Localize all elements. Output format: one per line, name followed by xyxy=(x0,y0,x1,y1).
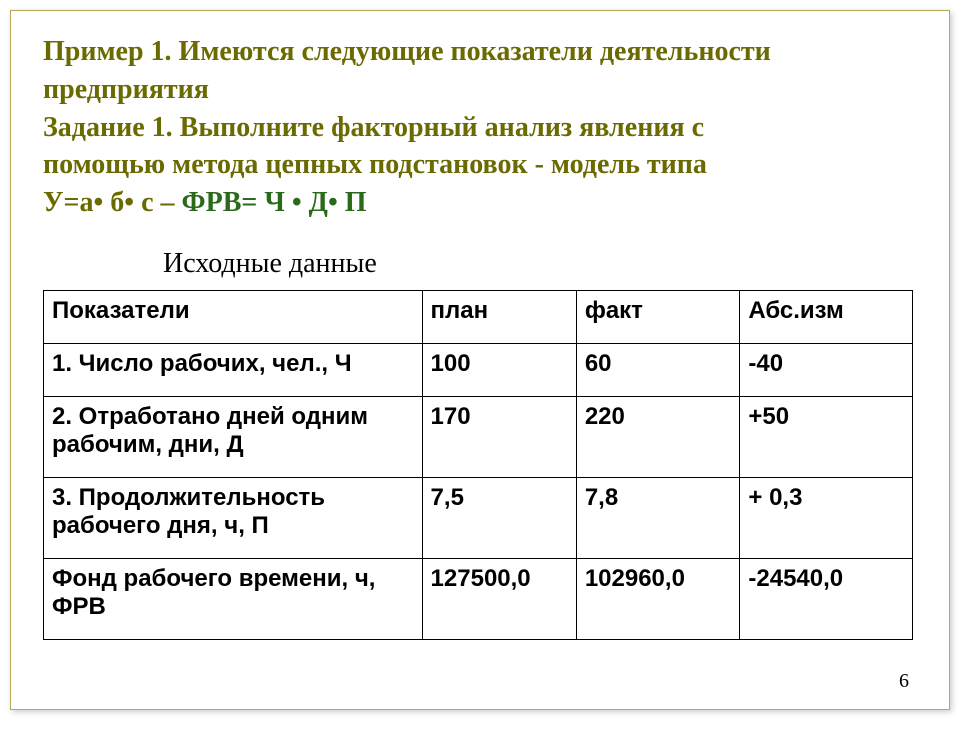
subheading: Исходные данные xyxy=(163,248,917,280)
cell-fact: 102960,0 xyxy=(576,558,740,639)
slide-frame: Пример 1. Имеются следующие показатели д… xyxy=(10,10,950,710)
table-header-row: Показатели план факт Абс.изм xyxy=(44,290,913,343)
cell-name: 2. Отработано дней одним рабочим, дни, Д xyxy=(44,396,423,477)
cell-fact: 220 xyxy=(576,396,740,477)
table-row: 3. Продолжительность рабочего дня, ч, П … xyxy=(44,477,913,558)
heading-line-1: Пример 1. Имеются следующие показатели д… xyxy=(43,33,917,71)
data-table: Показатели план факт Абс.изм 1. Число ра… xyxy=(43,290,913,640)
cell-name: 1. Число рабочих, чел., Ч xyxy=(44,343,423,396)
heading-line-5-prefix: У=а• б• с – xyxy=(43,187,182,218)
cell-name: Фонд рабочего времени, ч, ФРВ xyxy=(44,558,423,639)
page-number: 6 xyxy=(899,670,909,693)
col-header-name: Показатели xyxy=(44,290,423,343)
heading-line-5-green: ФРВ= Ч • Д• П xyxy=(182,187,367,218)
table-row: 1. Число рабочих, чел., Ч 100 60 -40 xyxy=(44,343,913,396)
cell-plan: 170 xyxy=(422,396,576,477)
cell-abs: + 0,3 xyxy=(740,477,913,558)
table-row: 2. Отработано дней одним рабочим, дни, Д… xyxy=(44,396,913,477)
cell-plan: 100 xyxy=(422,343,576,396)
cell-plan: 7,5 xyxy=(422,477,576,558)
col-header-plan: план xyxy=(422,290,576,343)
col-header-abs: Абс.изм xyxy=(740,290,913,343)
heading-line-4: помощью метода цепных подстановок - моде… xyxy=(43,146,917,184)
col-header-fact: факт xyxy=(576,290,740,343)
heading-block: Пример 1. Имеются следующие показатели д… xyxy=(43,33,917,222)
cell-fact: 7,8 xyxy=(576,477,740,558)
heading-line-5: У=а• б• с – ФРВ= Ч • Д• П xyxy=(43,184,917,222)
cell-fact: 60 xyxy=(576,343,740,396)
cell-abs: -24540,0 xyxy=(740,558,913,639)
cell-abs: +50 xyxy=(740,396,913,477)
cell-name: 3. Продолжительность рабочего дня, ч, П xyxy=(44,477,423,558)
heading-line-2: предприятия xyxy=(43,71,917,109)
cell-abs: -40 xyxy=(740,343,913,396)
heading-line-3: Задание 1. Выполните факторный анализ яв… xyxy=(43,109,917,147)
cell-plan: 127500,0 xyxy=(422,558,576,639)
table-row: Фонд рабочего времени, ч, ФРВ 127500,0 1… xyxy=(44,558,913,639)
